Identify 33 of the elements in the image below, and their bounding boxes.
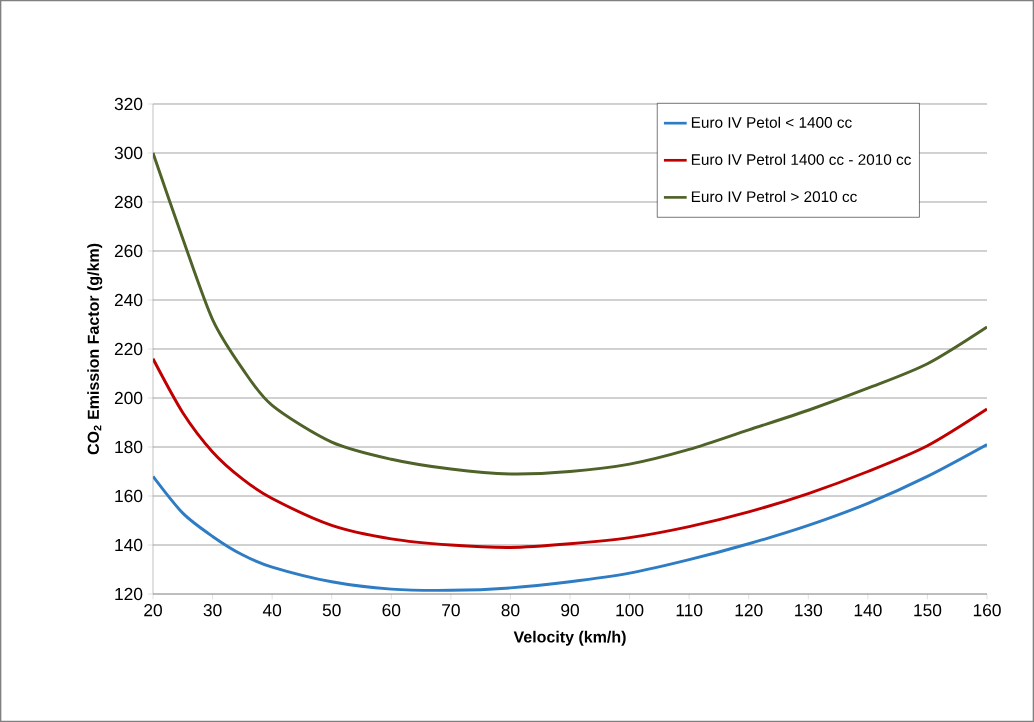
x-tick-label: 90: [561, 604, 579, 617]
y-tick-label: 320: [114, 97, 143, 111]
x-tick-label: 160: [973, 604, 1001, 617]
x-tick-label: 80: [501, 604, 520, 617]
x-tick-label: 140: [854, 604, 882, 617]
y-tick-label: 220: [114, 342, 143, 356]
x-tick-label: 150: [914, 604, 942, 617]
y-tick-label: 240: [114, 293, 143, 307]
y-tick-label: 200: [114, 391, 143, 405]
x-tick-label: 110: [676, 604, 703, 617]
y-axis-title: CO$_{2}$ Emission Factor (g/km): [87, 243, 103, 455]
x-tick-label: 40: [262, 604, 282, 617]
y-tick-label: 280: [114, 195, 143, 209]
x-tick-label: 60: [382, 604, 401, 617]
y-tick-label: 180: [115, 440, 143, 454]
line-series: [153, 357, 988, 549]
x-axis-title: Velocity (km/h): [513, 630, 626, 646]
x-tick-label: 130: [795, 604, 823, 617]
legend-label: Euro IV Petol < 1400 cc: [691, 116, 852, 128]
y-tick-label: 260: [114, 244, 143, 258]
y-tick-label: 160: [115, 489, 143, 503]
line-series: [153, 151, 988, 476]
legend-label: Euro IV Petrol 1400 cc - 2010 cc: [691, 153, 911, 165]
x-tick-label: 50: [322, 604, 341, 617]
y-tick-label: 120: [115, 587, 143, 601]
x-tick-label: 30: [203, 604, 222, 617]
x-tick-label: 20: [144, 604, 162, 617]
x-tick-label: 120: [735, 604, 763, 617]
x-tick-label: 70: [442, 604, 460, 617]
y-tick-label: 140: [115, 538, 143, 552]
x-tick-label: 100: [616, 604, 644, 617]
y-tick-label: 300: [114, 146, 143, 160]
legend-label: Euro IV Petrol > 2010 cc: [691, 190, 857, 203]
